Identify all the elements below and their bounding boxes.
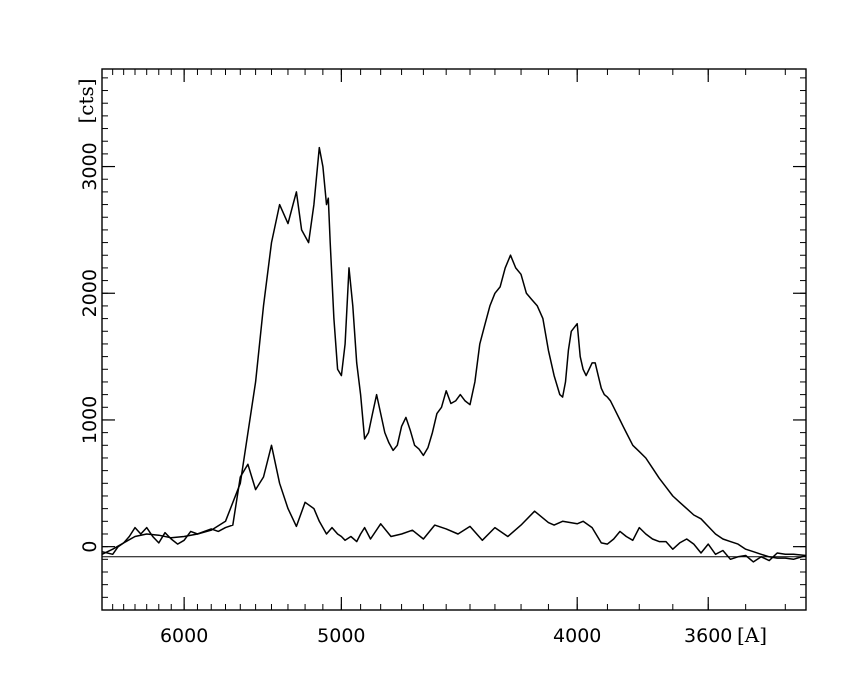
- y-tick-label: 2000: [79, 269, 101, 317]
- y-axis-label: [cts]: [74, 78, 98, 123]
- plot-frame: [101, 68, 807, 611]
- y-tick-label: 3000: [79, 142, 101, 190]
- x-tick-label: 6000: [160, 625, 208, 647]
- x-tick-label: 5000: [317, 625, 365, 647]
- x-tick-label: 3600: [684, 625, 732, 647]
- y-tick-labels: 0 1000 2000 3000: [79, 142, 101, 552]
- x-tick-labels: 6000 5000 4000 3600: [160, 625, 732, 647]
- series-upper-line: [101, 146, 807, 561]
- major-ticks: [102, 69, 806, 610]
- y-tick-label: 0: [79, 541, 101, 553]
- y-tick-label: 1000: [79, 396, 101, 444]
- series-lower-line: [101, 444, 807, 563]
- x-tick-label: 4000: [553, 625, 601, 647]
- minor-ticks: [101, 69, 806, 611]
- x-axis-label: [A]: [737, 623, 767, 647]
